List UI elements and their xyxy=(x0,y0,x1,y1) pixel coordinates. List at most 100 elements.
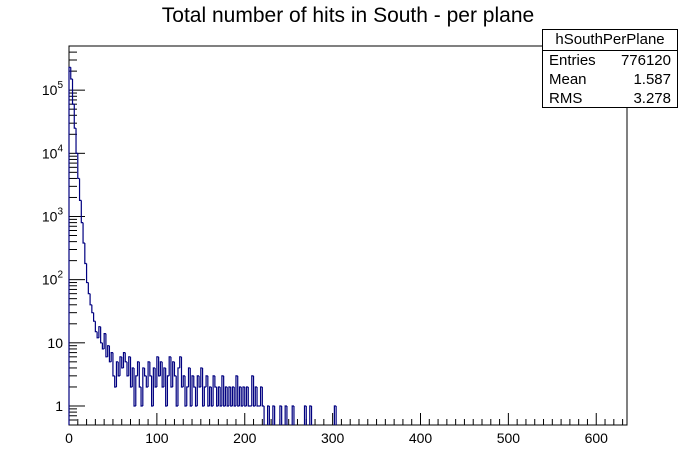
histogram-bin xyxy=(158,356,161,377)
histogram-bin xyxy=(233,386,236,407)
histogram-bin xyxy=(77,153,80,180)
histogram-bin xyxy=(68,66,71,425)
y-tick-label: 1 xyxy=(55,398,63,414)
histogram-bin xyxy=(226,386,229,407)
histogram-bin xyxy=(175,375,178,407)
histogram-bin xyxy=(75,128,78,154)
histogram-bin xyxy=(85,263,89,284)
y-tick-label: 102 xyxy=(42,270,64,288)
histogram-bin xyxy=(126,361,129,377)
histogram-bin xyxy=(140,386,143,407)
histogram-bin xyxy=(101,342,105,350)
y-tick-label: 105 xyxy=(42,80,64,98)
histogram-bin xyxy=(203,386,207,406)
histogram-bin xyxy=(147,361,150,387)
histogram-bin xyxy=(94,321,98,333)
histogram-bin xyxy=(149,361,152,377)
histogram-bin xyxy=(207,375,210,407)
stats-rms-value: 3.278 xyxy=(633,90,671,107)
histogram-bin xyxy=(96,331,99,339)
histogram-bin xyxy=(143,367,147,377)
histogram-bin xyxy=(173,361,177,377)
y-tick-label: 10 xyxy=(47,335,63,351)
histogram-bin xyxy=(244,386,247,407)
histogram-bin xyxy=(145,375,149,388)
histogram-bin xyxy=(184,375,187,407)
stats-mean-value: 1.587 xyxy=(633,71,671,88)
histogram-bin xyxy=(256,386,259,407)
histogram-bin xyxy=(186,386,189,406)
histogram-bin xyxy=(210,386,214,407)
histogram-bin xyxy=(112,352,115,377)
stats-box-title: hSouthPerPlane xyxy=(543,30,677,51)
histogram-bin xyxy=(198,375,201,388)
histogram-bin xyxy=(177,367,180,406)
histogram-bin xyxy=(117,361,120,377)
histogram-bin xyxy=(135,375,138,406)
y-axis: 1 10 102 103 104 105 xyxy=(42,45,85,426)
histogram-bin xyxy=(166,375,170,406)
histogram-bin xyxy=(165,367,168,407)
x-axis: 0 100 200 300 400 500 600 xyxy=(65,413,624,446)
histogram-bin xyxy=(170,356,173,388)
histogram-bin xyxy=(219,386,222,407)
histogram-bin xyxy=(70,67,73,80)
stats-entries-label: Entries xyxy=(549,52,596,69)
stats-rms-row: RMS 3.278 xyxy=(549,89,671,108)
x-tick-label: 100 xyxy=(145,430,169,446)
x-tick-label: 200 xyxy=(233,430,257,446)
y-tick-label: 104 xyxy=(42,143,64,161)
x-tick-label: 0 xyxy=(65,430,73,446)
histogram-bin xyxy=(201,367,205,407)
stats-mean-row: Mean 1.587 xyxy=(549,70,671,89)
x-tick-label: 300 xyxy=(321,430,345,446)
histogram-bin xyxy=(194,386,198,407)
histogram-bin xyxy=(180,356,184,388)
stats-mean-label: Mean xyxy=(549,71,587,88)
stats-rms-label: RMS xyxy=(549,90,583,107)
histogram-bin xyxy=(93,312,96,322)
histogram-bin xyxy=(124,352,127,363)
histogram-bin xyxy=(115,361,119,387)
histogram-bin xyxy=(172,361,175,387)
x-tick-label: 500 xyxy=(497,430,521,446)
histogram-bin xyxy=(189,367,193,407)
histogram-bin xyxy=(114,375,117,388)
histogram-series xyxy=(68,66,337,425)
histogram-bin xyxy=(159,361,163,376)
stats-box: hSouthPerPlane Entries 776120 Mean 1.587… xyxy=(542,29,678,108)
histogram-bin xyxy=(121,356,124,369)
histogram-bin xyxy=(216,386,219,407)
histogram-bin xyxy=(154,367,157,388)
stats-entries-row: Entries 776120 xyxy=(549,51,671,70)
histogram-bin xyxy=(100,326,103,344)
x-tick-label: 600 xyxy=(585,430,609,446)
histogram-bin xyxy=(214,375,217,388)
histogram-bin xyxy=(138,361,142,388)
histogram-bin xyxy=(129,356,133,388)
histogram-bin xyxy=(80,200,84,224)
histogram-bin xyxy=(133,367,136,407)
histogram-bin xyxy=(193,375,196,388)
histogram-bin xyxy=(78,178,82,201)
histogram-bin xyxy=(91,304,94,314)
histogram-bin xyxy=(105,333,108,358)
x-tick-label: 400 xyxy=(409,430,433,446)
histogram-bin xyxy=(151,375,154,407)
histogram-bin xyxy=(89,293,92,306)
histogram-bin xyxy=(71,79,75,105)
histogram-bin xyxy=(73,104,77,129)
y-tick-label: 103 xyxy=(42,206,64,224)
histogram-bin xyxy=(84,243,87,265)
histogram-bin xyxy=(87,282,91,295)
histogram-bin xyxy=(161,361,164,388)
histogram-bin xyxy=(240,386,243,407)
histogram-bin xyxy=(247,386,251,407)
chart-title: Total number of hits in South - per plan… xyxy=(161,4,535,27)
histogram-bin xyxy=(230,386,233,407)
histogram-bin xyxy=(223,375,226,407)
histogram-bin xyxy=(252,375,256,407)
histogram-bin xyxy=(82,222,85,244)
histogram-bin xyxy=(261,386,265,407)
